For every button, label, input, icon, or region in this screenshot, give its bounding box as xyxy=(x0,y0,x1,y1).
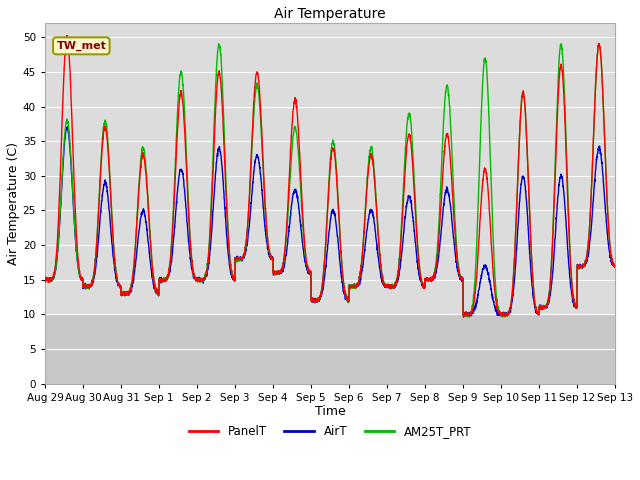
Legend: PanelT, AirT, AM25T_PRT: PanelT, AirT, AM25T_PRT xyxy=(184,420,476,443)
X-axis label: Time: Time xyxy=(315,406,346,419)
Y-axis label: Air Temperature (C): Air Temperature (C) xyxy=(7,142,20,265)
Bar xyxy=(45,314,615,384)
Text: TW_met: TW_met xyxy=(56,41,106,51)
Title: Air Temperature: Air Temperature xyxy=(274,7,386,21)
